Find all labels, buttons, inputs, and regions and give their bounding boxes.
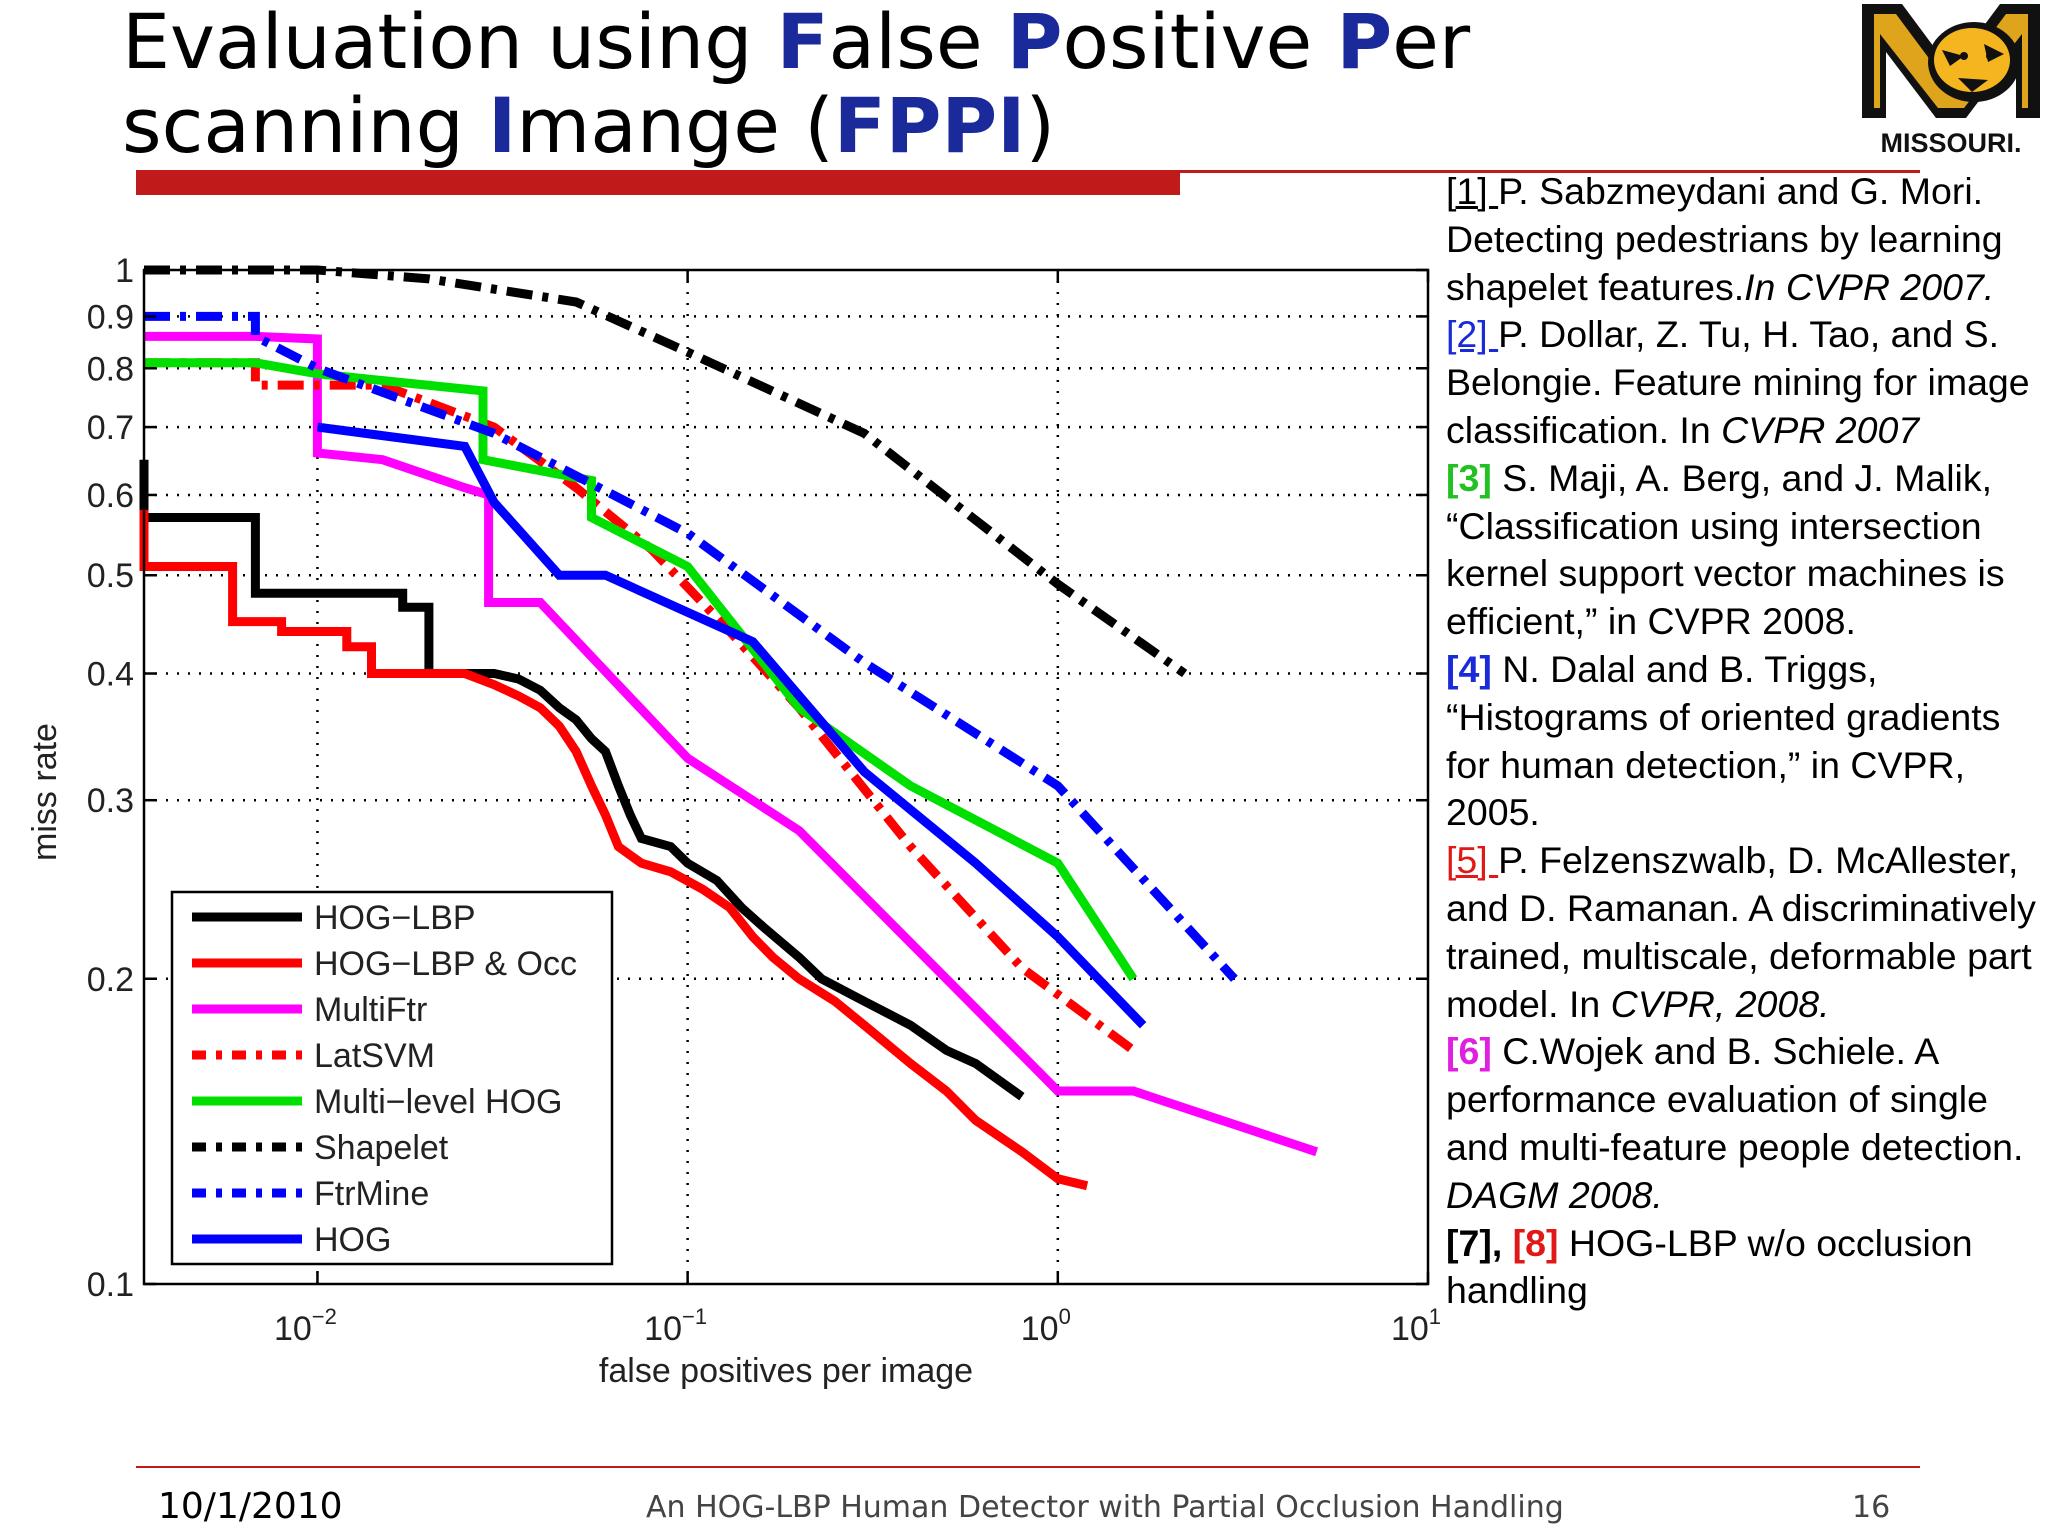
x-tick-label: 101 [1391, 1304, 1440, 1348]
title-part: ) [1025, 81, 1056, 170]
reference-text: C.Wojek and B. Schiele. A performance ev… [1446, 1030, 2024, 1168]
legend-box [170, 890, 614, 1266]
footer-title: An HOG-LBP Human Detector with Partial O… [646, 1490, 1564, 1525]
title-part: F [776, 0, 829, 86]
title-underline-line [1180, 170, 1920, 173]
reference-tag: [8] [1512, 1221, 1559, 1264]
reference-text: N. Dalal and B. Triggs, “Histograms of o… [1446, 647, 2001, 834]
references-list: [1] P. Sabzmeydani and G. Mori. Detectin… [1446, 168, 2048, 1315]
title-part: alse [828, 0, 1007, 86]
x-tick-label: 10−1 [644, 1304, 707, 1348]
series-line [144, 311, 1238, 982]
missouri-tiger-logo: MISSOURI. [1862, 4, 2040, 158]
legend-label: Multi−level HOG [314, 1083, 562, 1121]
reference-item: [2] P. Dollar, Z. Tu, H. Tao, and S. Bel… [1446, 311, 2048, 454]
legend-label: HOG [314, 1221, 391, 1259]
fppi-chart: 10−2 10−1 100 101 0.1 0.2 0.3 0.4 0.5 0.6 0.7 0.8 0.… [26, 252, 1440, 1390]
legend-label: HOG−LBP [314, 899, 476, 937]
reference-text: P. Sabzmeydani and G. Mori. Detecting pe… [1446, 170, 2003, 308]
x-tick-label: 100 [1021, 1304, 1071, 1348]
reference-text: HOG-LBP w/o occlusion handling [1446, 1221, 1973, 1312]
series-line [144, 358, 1138, 982]
reference-tag: [2] [1446, 313, 1499, 356]
reference-venue: CVPR, 2008. [1610, 982, 1830, 1025]
logo-wordmark: MISSOURI. [1880, 128, 2021, 158]
series-line [144, 331, 1319, 1157]
reference-item: [1] P. Sabzmeydani and G. Mori. Detectin… [1446, 168, 2048, 311]
footer-divider [136, 1466, 1920, 1468]
reference-item: [5] P. Felzenszwalb, D. McAllester, and … [1446, 837, 2048, 1028]
footer-date: 10/1/2010 [158, 1486, 343, 1527]
title-part: ositive [1062, 0, 1337, 86]
reference-item: [3] S. Maji, A. Berg, and J. Malik, “Cla… [1446, 455, 2048, 646]
legend-label: HOG−LBP & Occ [314, 945, 577, 983]
series-line [139, 459, 1025, 1101]
y-tick-label: 1 [115, 252, 134, 290]
reference-tag: [1] [1446, 170, 1499, 212]
slide-title: Evaluation using False Positive Per scan… [122, 0, 1822, 168]
legend-label: MultiFtr [314, 991, 427, 1029]
reference-tag: [3] [1446, 456, 1492, 499]
title-part: P [1336, 0, 1393, 86]
reference-item: [6] C.Wojek and B. Schiele. A performanc… [1446, 1028, 2048, 1219]
reference-text: P. Dollar, Z. Tu, H. Tao, and S. Belongi… [1446, 313, 2030, 451]
title-underline-bar [136, 170, 1180, 195]
y-tick-label: 0.4 [87, 656, 134, 694]
title-part: mange ( [516, 81, 834, 170]
reference-item: [4] N. Dalal and B. Triggs, “Histograms … [1446, 646, 2048, 837]
reference-tag: [5] [1446, 839, 1499, 882]
y-tick-label: 0.8 [87, 350, 134, 388]
reference-text: S. Maji, A. Berg, and J. Malik, “Classif… [1446, 456, 2005, 643]
y-tick-label: 0.9 [87, 298, 134, 336]
page-number: 16 [1852, 1490, 1891, 1525]
y-tick-label: 0.5 [87, 557, 134, 595]
reference-venue: CVPR 2007 [1721, 408, 1920, 451]
series-line [144, 265, 1188, 678]
reference-tag: [7], [1446, 1221, 1513, 1264]
series-line [144, 358, 1137, 1054]
reference-tag: [4] [1446, 647, 1492, 690]
reference-venue: In CVPR 2007. [1744, 265, 1995, 308]
reference-tag: [6] [1446, 1030, 1492, 1073]
plot-frame [142, 268, 1430, 1286]
y-axis-label: miss rate [26, 723, 64, 861]
title-part: er scanning [122, 0, 1471, 170]
x-axis-label: false positives per image [599, 1352, 973, 1390]
y-tick-label: 0.7 [87, 409, 134, 447]
reference-item: [7], [8] HOG-LBP w/o occlusion handling [1446, 1220, 2048, 1316]
legend-label: FtrMine [314, 1175, 429, 1213]
title-part: Evaluation using [122, 0, 777, 86]
y-tick-label: 0.2 [87, 961, 134, 999]
reference-text: P. Felzenszwalb, D. McAllester, and D. R… [1446, 839, 2036, 1025]
title-part: P [1006, 0, 1063, 86]
title-part: FPPI [833, 81, 1026, 170]
legend-label: LatSVM [314, 1037, 435, 1075]
series-line [139, 509, 1089, 1191]
y-tick-label: 0.6 [87, 477, 134, 515]
y-tick-label: 0.1 [87, 1266, 134, 1304]
series-line [316, 422, 1147, 1029]
title-part: I [487, 81, 517, 170]
legend-label: Shapelet [314, 1129, 449, 1167]
y-tick-label: 0.3 [87, 782, 134, 820]
reference-venue: DAGM 2008. [1446, 1173, 1663, 1216]
x-tick-label: 10−2 [274, 1304, 337, 1348]
